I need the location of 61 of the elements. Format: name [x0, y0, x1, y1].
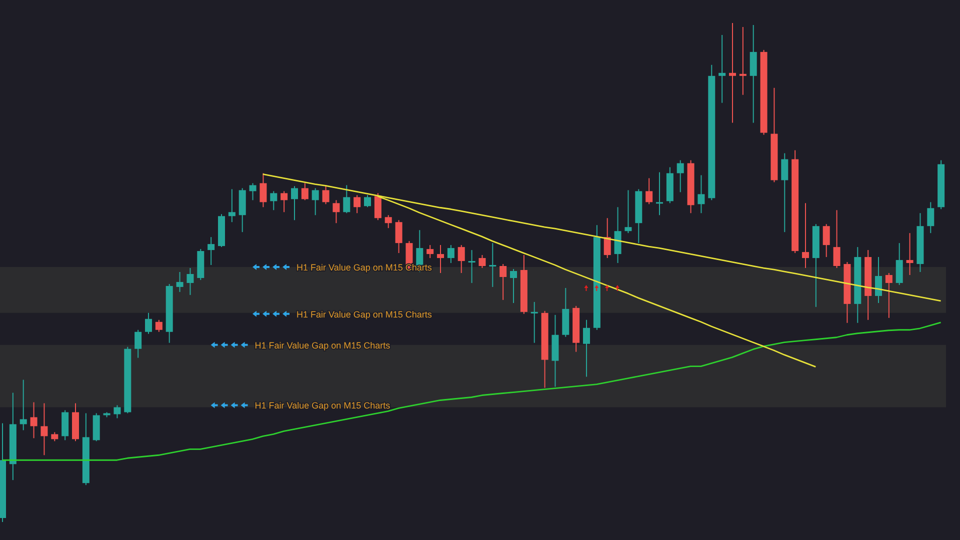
candlestick: [750, 24, 757, 124]
candlestick: [698, 174, 705, 214]
candlestick: [478, 254, 486, 269]
candlestick: [332, 200, 340, 224]
candlestick: [583, 319, 590, 378]
candlestick: [114, 404, 121, 419]
candlestick: [384, 214, 392, 229]
candlestick: [343, 184, 350, 214]
candlestick: [468, 250, 476, 284]
candlestick: [927, 202, 934, 234]
candlestick: [134, 329, 142, 358]
candlestick: [822, 224, 830, 258]
candlestick: [30, 402, 38, 439]
candlestick: [270, 190, 278, 211]
candlestick: [312, 188, 319, 216]
annotation: H1 Fair Value Gap on M15 Charts: [254, 400, 391, 411]
candlestick: [437, 244, 444, 274]
annotation: H1 Fair Value Gap on M15 Charts: [296, 309, 432, 320]
candlestick: [489, 242, 496, 288]
candlestick: [624, 190, 632, 234]
candlestick: [833, 210, 840, 269]
candlestick: [885, 272, 892, 318]
candlestick: [802, 202, 809, 269]
candlestick: [249, 182, 256, 201]
candlestick: [614, 206, 622, 264]
candlestick: [176, 272, 184, 292]
candlestick: [62, 410, 69, 441]
candlestick: [447, 244, 454, 264]
candlestick: [781, 152, 788, 233]
candlestick: [145, 312, 152, 334]
candlestick: [875, 256, 882, 304]
candlestick: [395, 220, 402, 254]
candlestick: [739, 26, 746, 96]
candlestick: [260, 172, 267, 208]
candlestick: [20, 379, 27, 431]
candlestick: [301, 182, 308, 201]
candlestick: [40, 402, 48, 456]
candlestick: [729, 23, 736, 124]
candlestick: [896, 242, 903, 286]
candlestick: [458, 244, 465, 274]
candlestick: [656, 172, 663, 216]
candlestick: [208, 236, 215, 266]
candlestick: [530, 301, 538, 344]
candlestick: [906, 232, 914, 276]
candlestick: [426, 244, 434, 259]
candlestick: [322, 184, 330, 205]
candlestick: [646, 178, 653, 205]
candlestick: [500, 264, 507, 300]
candlestick: [291, 186, 298, 221]
candlestick: [186, 268, 194, 296]
candlestick: [354, 194, 361, 214]
candlestick: [155, 319, 162, 332]
annotation: H1 Fair Value Gap on M15 Charts: [254, 340, 391, 350]
candlestick: [374, 192, 382, 221]
candlestick: [604, 218, 611, 259]
candlestick: [280, 190, 288, 213]
candlestick: [510, 268, 517, 304]
candlestick: [228, 188, 236, 223]
candlestick: [718, 34, 726, 104]
candlestick: [676, 160, 684, 193]
candlestick: [364, 194, 371, 208]
